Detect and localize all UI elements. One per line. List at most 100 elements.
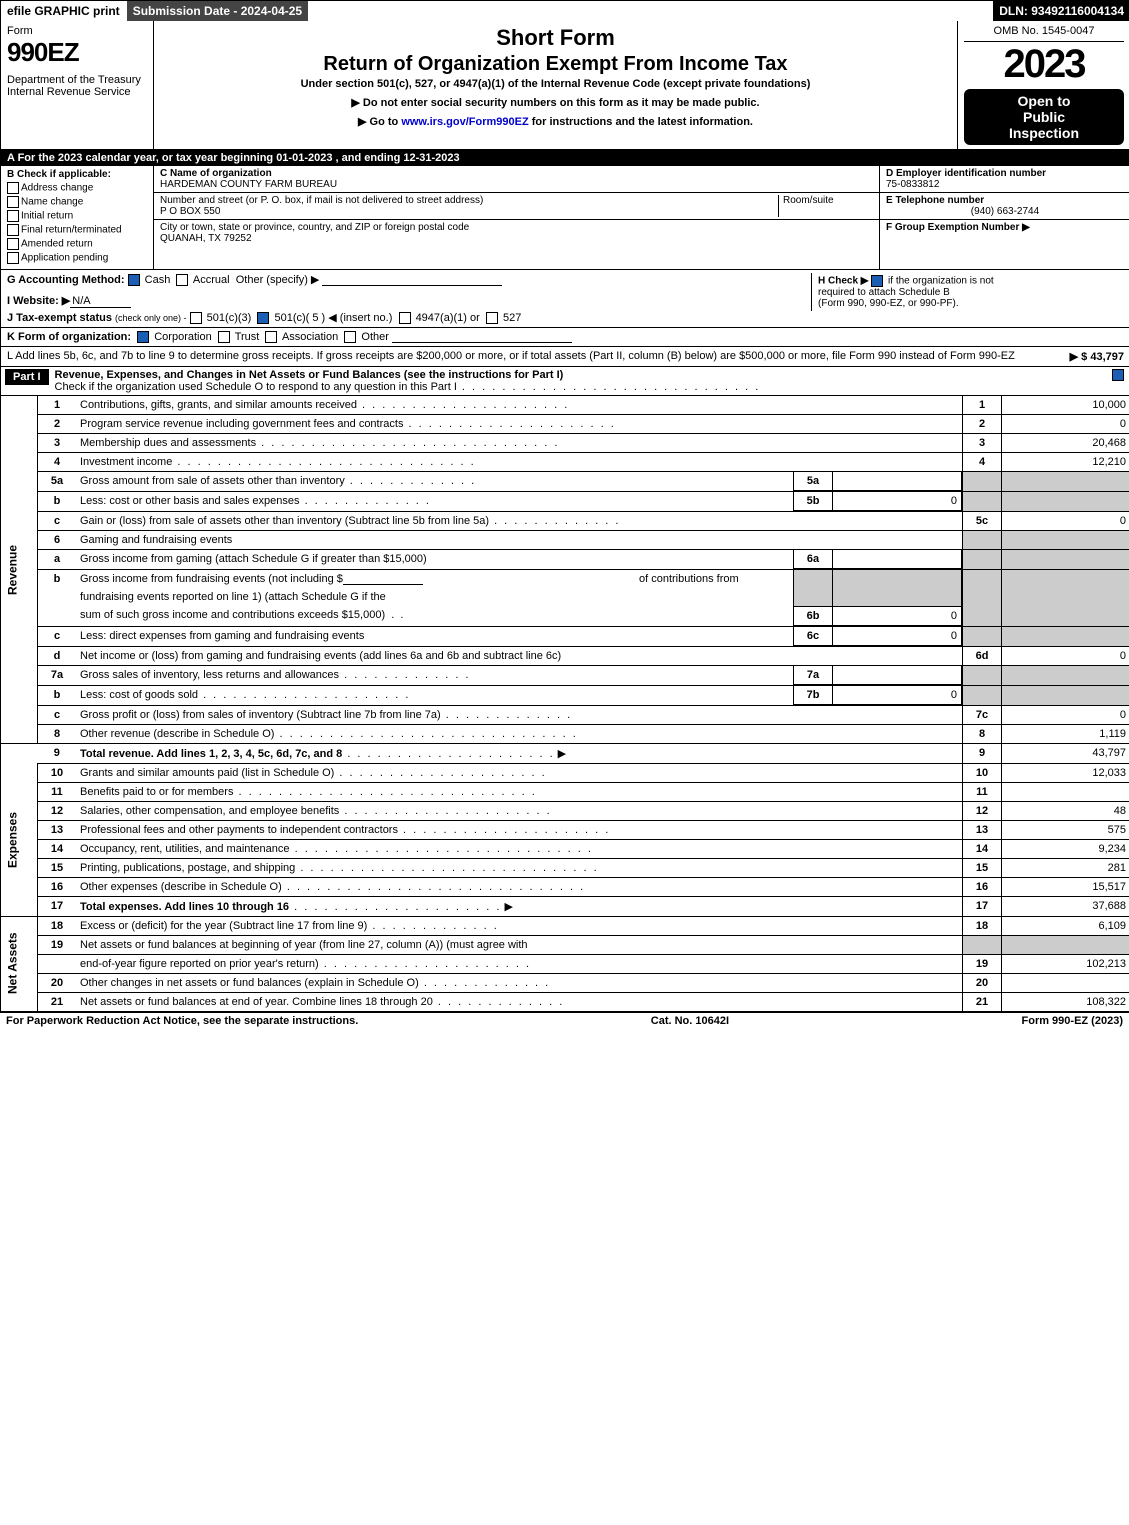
chk-amended-return[interactable]: Amended return — [7, 238, 147, 250]
line-15: 15 Printing, publications, postage, and … — [1, 858, 1129, 877]
line-10: Expenses 10 Grants and similar amounts p… — [1, 763, 1129, 782]
form-word: Form — [7, 25, 147, 37]
city-state-zip: QUANAH, TX 79252 — [160, 233, 873, 244]
line-19a: 19 Net assets or fund balances at beginn… — [1, 935, 1129, 954]
tax-year: 2023 — [964, 42, 1124, 87]
val-8: 1,119 — [1002, 724, 1129, 743]
line-17: 17 Total expenses. Add lines 10 through … — [1, 896, 1129, 916]
chk-initial-return[interactable]: Initial return — [7, 210, 147, 222]
chk-4947[interactable] — [399, 312, 411, 324]
chk-501c[interactable] — [257, 312, 269, 324]
line-5c: c Gain or (loss) from sale of assets oth… — [1, 512, 1129, 531]
val-1: 10,000 — [1002, 396, 1129, 415]
form-990ez: efile GRAPHIC print Submission Date - 20… — [0, 0, 1129, 1013]
line-20: 20 Other changes in net assets or fund b… — [1, 973, 1129, 992]
chk-501c3[interactable] — [190, 312, 202, 324]
val-14: 9,234 — [1002, 839, 1129, 858]
chk-corporation[interactable] — [137, 331, 149, 343]
form-number: 990EZ — [7, 37, 147, 68]
row-k: K Form of organization: Corporation Trus… — [1, 328, 1129, 347]
val-7c: 0 — [1002, 705, 1129, 724]
line-9: 9 Total revenue. Add lines 1, 2, 3, 4, 5… — [1, 743, 1129, 763]
chk-other[interactable] — [344, 331, 356, 343]
line-16: 16 Other expenses (describe in Schedule … — [1, 877, 1129, 896]
chk-application-pending[interactable]: Application pending — [7, 252, 147, 264]
ein: 75-0833812 — [886, 179, 1124, 190]
val-2: 0 — [1002, 415, 1129, 434]
website: N/A — [70, 295, 130, 308]
part1-table: Revenue 1 Contributions, gifts, grants, … — [1, 396, 1129, 1012]
gross-receipts: ▶ $ 43,797 — [1070, 350, 1124, 363]
line-8: 8 Other revenue (describe in Schedule O)… — [1, 724, 1129, 743]
val-17: 37,688 — [1002, 896, 1129, 916]
row-l: L Add lines 5b, 6c, and 7b to line 9 to … — [1, 347, 1129, 367]
room-suite: Room/suite — [778, 195, 873, 217]
phone: (940) 663-2744 — [886, 206, 1124, 217]
val-13: 575 — [1002, 820, 1129, 839]
header-row: Form 990EZ Department of the Treasury In… — [1, 21, 1129, 150]
footer: For Paperwork Reduction Act Notice, see … — [0, 1013, 1129, 1029]
other-specify[interactable] — [322, 285, 502, 286]
ein-block: D Employer identification number 75-0833… — [880, 166, 1129, 193]
header-mid: Short Form Return of Organization Exempt… — [154, 21, 958, 149]
line-5a: 5a Gross amount from sale of assets othe… — [1, 472, 1129, 492]
val-12: 48 — [1002, 801, 1129, 820]
val-11 — [1002, 782, 1129, 801]
no-ssn: ▶ Do not enter social security numbers o… — [160, 96, 951, 109]
line-6c: c Less: direct expenses from gaming and … — [1, 626, 1129, 646]
phone-block: E Telephone number (940) 663-2744 — [880, 193, 1129, 220]
row-i: I Website: ▶N/A — [7, 294, 791, 307]
efile-print[interactable]: efile GRAPHIC print — [1, 1, 127, 21]
irs-url[interactable]: www.irs.gov/Form990EZ — [401, 116, 528, 128]
subtitle: Under section 501(c), 527, or 4947(a)(1)… — [160, 78, 951, 90]
chk-527[interactable] — [486, 312, 498, 324]
chk-association[interactable] — [265, 331, 277, 343]
line-6a: a Gross income from gaming (attach Sched… — [1, 550, 1129, 570]
chk-name-change[interactable]: Name change — [7, 196, 147, 208]
chk-address-change[interactable]: Address change — [7, 182, 147, 194]
form-ref: Form 990-EZ (2023) — [1022, 1015, 1123, 1027]
expenses-label: Expenses — [1, 763, 38, 916]
val-20 — [1002, 973, 1129, 992]
section-def: D Employer identification number 75-0833… — [880, 166, 1129, 269]
val-19: 102,213 — [1002, 954, 1129, 973]
line-4: 4 Investment income 4 12,210 — [1, 453, 1129, 472]
part1-check[interactable] — [1106, 369, 1126, 381]
chk-trust[interactable] — [218, 331, 230, 343]
dln: DLN: 93492116004134 — [993, 1, 1129, 21]
val-5c: 0 — [1002, 512, 1129, 531]
header-right: OMB No. 1545-0047 2023 Open to Public In… — [958, 21, 1129, 149]
line-7b: b Less: cost of goods sold 7b 0 — [1, 685, 1129, 705]
short-form: Short Form — [160, 25, 951, 51]
chk-h[interactable] — [871, 275, 883, 287]
chk-final-return[interactable]: Final return/terminated — [7, 224, 147, 236]
val-3: 20,468 — [1002, 434, 1129, 453]
revenue-label: Revenue — [1, 396, 38, 743]
val-21: 108,322 — [1002, 992, 1129, 1011]
line-13: 13 Professional fees and other payments … — [1, 820, 1129, 839]
netassets-label: Net Assets — [1, 916, 38, 1011]
val-16: 15,517 — [1002, 877, 1129, 896]
val-15: 281 — [1002, 858, 1129, 877]
submission-date: Submission Date - 2024-04-25 — [127, 1, 309, 21]
department: Department of the Treasury — [7, 74, 147, 86]
chk-cash[interactable] — [128, 274, 140, 286]
irs: Internal Revenue Service — [7, 86, 147, 98]
line-6: 6 Gaming and fundraising events — [1, 531, 1129, 550]
address-block: Number and street (or P. O. box, if mail… — [154, 193, 879, 220]
val-18: 6,109 — [1002, 916, 1129, 935]
goto-link[interactable]: ▶ Go to www.irs.gov/Form990EZ for instru… — [160, 115, 951, 128]
row-h: H Check ▶ if the organization is not req… — [811, 273, 1124, 311]
val-4: 12,210 — [1002, 453, 1129, 472]
row-gh: G Accounting Method: Cash Accrual Other … — [1, 270, 1129, 328]
contrib-blank[interactable] — [343, 584, 423, 585]
part1-tab: Part I — [5, 369, 49, 385]
org-name-block: C Name of organization HARDEMAN COUNTY F… — [154, 166, 879, 193]
section-bcdef: B Check if applicable: Address change Na… — [1, 166, 1129, 270]
header-left: Form 990EZ Department of the Treasury In… — [1, 21, 154, 149]
row-g: G Accounting Method: Cash Accrual Other … — [7, 273, 791, 324]
line-6d: d Net income or (loss) from gaming and f… — [1, 646, 1129, 665]
line-7c: c Gross profit or (loss) from sales of i… — [1, 705, 1129, 724]
other-org-blank[interactable] — [392, 342, 572, 343]
chk-accrual[interactable] — [176, 274, 188, 286]
